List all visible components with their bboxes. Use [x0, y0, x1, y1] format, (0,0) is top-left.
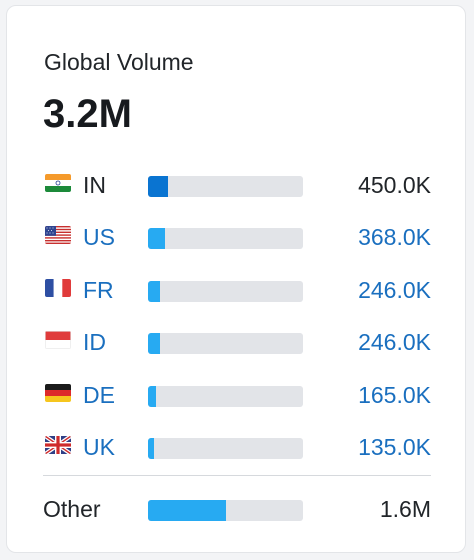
country-code-uk[interactable]: UK — [83, 434, 115, 460]
country-volume-us[interactable]: 368.0K — [358, 224, 431, 251]
country-code-us[interactable]: US — [83, 224, 115, 251]
volume-bar-fill — [148, 176, 168, 197]
country-row-de: DE 165.0K — [7, 381, 467, 424]
country-volume-id[interactable]: 246.0K — [358, 329, 431, 356]
global-volume-card: Global Volume 3.2M IN 450.0K US 368.0K FR 246… — [6, 5, 466, 553]
country-row-uk: UK 135.0K — [7, 434, 467, 476]
indonesia-flag-icon — [45, 331, 71, 350]
volume-bar-track — [148, 438, 303, 459]
total-volume: 3.2M — [43, 92, 132, 136]
volume-bar-track — [148, 280, 303, 302]
volume-bar-fill — [148, 385, 156, 407]
volume-bar-fill — [148, 438, 154, 459]
country-volume-in: 450.0K — [358, 172, 431, 198]
country-code-in: IN — [83, 172, 106, 198]
germany-flag-icon — [45, 383, 71, 402]
country-row-fr: FR 246.0K — [7, 276, 467, 319]
widget-title: Global Volume — [44, 49, 194, 75]
volume-bar-track — [148, 333, 303, 355]
other-bar-fill — [148, 500, 226, 521]
country-row-in: IN 450.0K — [7, 172, 467, 214]
country-code-fr[interactable]: FR — [83, 276, 114, 303]
other-row: Other 1.6M — [7, 496, 467, 538]
other-label: Other — [43, 496, 101, 522]
volume-bar-track — [148, 228, 303, 250]
usa-flag-icon — [45, 226, 71, 245]
uk-flag-icon — [45, 436, 71, 454]
country-code-id[interactable]: ID — [83, 329, 106, 356]
volume-bar-fill — [148, 280, 160, 302]
country-row-us: US 368.0K — [7, 224, 467, 266]
volume-bar-fill — [148, 228, 165, 250]
volume-bar-fill — [148, 333, 160, 355]
india-flag-icon — [45, 174, 71, 192]
other-value: 1.6M — [379, 496, 431, 522]
country-row-id: ID 246.0K — [7, 329, 467, 371]
volume-bar-track — [148, 176, 303, 197]
country-code-de[interactable]: DE — [83, 381, 115, 408]
country-volume-de[interactable]: 165.0K — [358, 381, 431, 408]
country-volume-fr[interactable]: 246.0K — [358, 276, 431, 303]
country-volume-uk[interactable]: 135.0K — [358, 434, 431, 460]
france-flag-icon — [45, 278, 71, 297]
divider — [43, 475, 431, 476]
volume-bar-track — [148, 385, 303, 407]
other-bar-track — [148, 500, 303, 521]
